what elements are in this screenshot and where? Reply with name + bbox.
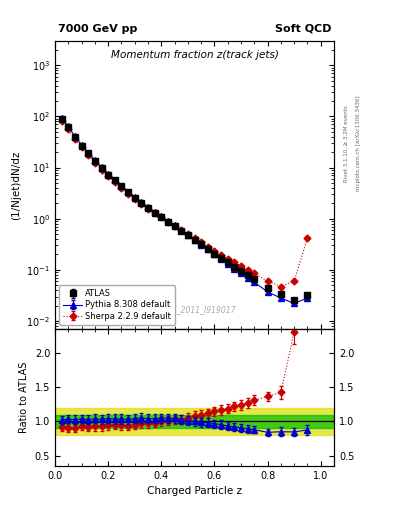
X-axis label: Charged Particle z: Charged Particle z xyxy=(147,486,242,496)
Y-axis label: Ratio to ATLAS: Ratio to ATLAS xyxy=(19,361,29,433)
Y-axis label: (1/Njet)dN/dz: (1/Njet)dN/dz xyxy=(11,150,21,220)
Text: Rivet 3.1.10, ≥ 3.2M events: Rivet 3.1.10, ≥ 3.2M events xyxy=(344,105,349,182)
Text: Momentum fraction z(track jets): Momentum fraction z(track jets) xyxy=(110,50,279,59)
Bar xyxy=(55,408,334,435)
Text: Soft QCD: Soft QCD xyxy=(275,24,331,34)
Text: 7000 GeV pp: 7000 GeV pp xyxy=(58,24,137,34)
Legend: ATLAS, Pythia 8.308 default, Sherpa 2.2.9 default: ATLAS, Pythia 8.308 default, Sherpa 2.2.… xyxy=(59,285,175,325)
Text: mcplots.cern.ch [arXiv:1306.3436]: mcplots.cern.ch [arXiv:1306.3436] xyxy=(356,96,361,191)
Text: ATLAS_2011_I919017: ATLAS_2011_I919017 xyxy=(153,306,236,314)
Bar xyxy=(55,415,334,428)
